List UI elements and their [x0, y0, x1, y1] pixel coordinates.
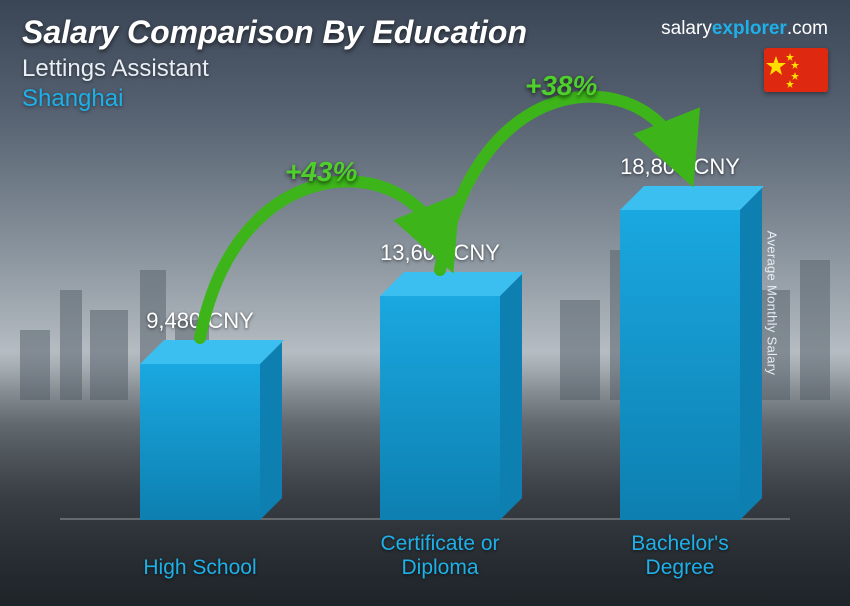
bar-front [620, 210, 740, 520]
bar-front [140, 364, 260, 520]
bar-side [260, 342, 282, 520]
bar-category-label: Certificate orDiploma [340, 532, 540, 580]
job-subtitle: Lettings Assistant [22, 55, 828, 83]
increase-percent-label: +38% [525, 70, 597, 102]
bar [620, 210, 740, 520]
brand-part2: explorer [712, 18, 787, 39]
bar-value-label: 18,800 CNY [620, 154, 740, 180]
increase-percent-label: +43% [285, 156, 357, 188]
bar-chart: 9,480 CNY High School 13,600 CNY Certificat… [60, 114, 790, 584]
bar [380, 296, 500, 520]
bar [140, 364, 260, 520]
bar-value-label: 9,480 CNY [146, 308, 254, 334]
brand-part3: .com [787, 18, 828, 39]
bar-value-label: 13,600 CNY [380, 240, 500, 266]
brand-logo: salaryexplorer.com [661, 18, 828, 40]
brand-part1: salary [661, 18, 712, 39]
location-label: Shanghai [22, 85, 828, 113]
bar-category-label: High School [100, 556, 300, 580]
bar-category-label: Bachelor'sDegree [580, 532, 780, 580]
bar-side [740, 188, 762, 520]
china-flag-icon [764, 48, 828, 92]
bar-front [380, 296, 500, 520]
bar-side [500, 274, 522, 520]
